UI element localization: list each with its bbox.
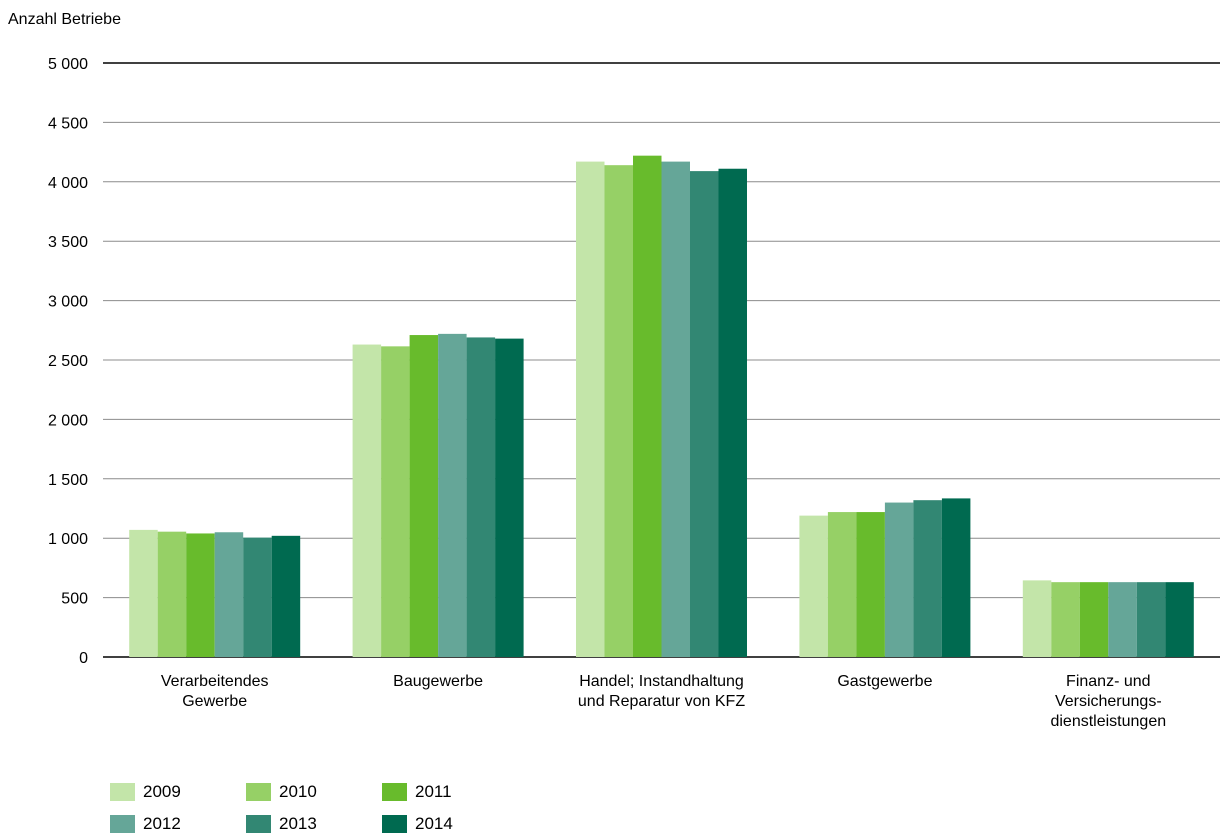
legend-swatch [382, 815, 407, 833]
legend-swatch [382, 783, 407, 801]
bar-2014-4 [1165, 582, 1194, 657]
bar-2010-1 [381, 346, 410, 657]
legend-swatch [110, 783, 135, 801]
bar-2011-1 [409, 335, 439, 657]
bar-2014-3 [941, 498, 971, 657]
bar-2009-3 [799, 515, 828, 657]
legend-label: 2010 [279, 782, 317, 801]
bar-2010-4 [1051, 582, 1080, 657]
bar-2009-2 [576, 161, 605, 657]
bar-2014-1 [495, 338, 524, 657]
x-category-label: Verarbeitendes Gewerbe [161, 673, 269, 710]
y-tick-label: 1 500 [48, 472, 88, 489]
legend-label: 2014 [415, 814, 453, 833]
bar-2009-4 [1022, 580, 1052, 657]
bar-2010-0 [157, 531, 187, 657]
legend-label: 2012 [143, 814, 181, 833]
y-axis-ticks: 0 500 1 000 1 500 2 000 2 500 3 000 3 500 4 000 4… [48, 56, 88, 667]
legend-item-2013: 2013 [246, 813, 317, 835]
x-category-label: Gastgewerbe [837, 673, 932, 690]
bar-2014-0 [271, 535, 301, 657]
legend-item-2010: 2010 [246, 781, 317, 803]
y-tick-label: 3 500 [48, 234, 88, 251]
legend-item-2009: 2009 [110, 781, 181, 803]
legend-swatch [110, 815, 135, 833]
bar-2013-3 [913, 500, 942, 657]
bar-2011-3 [856, 512, 885, 657]
y-tick-label: 5 000 [48, 56, 88, 73]
bar-2012-2 [661, 161, 690, 657]
legend-item-2014: 2014 [382, 813, 453, 835]
x-category-label: Baugewerbe [393, 673, 483, 690]
bar-2014-2 [718, 168, 747, 657]
bar-chart: Anzahl Betriebe 0 500 1 000 1 500 2 000 2 500… [8, 11, 1220, 730]
legend-swatch [246, 815, 271, 833]
y-tick-label: 1 000 [48, 531, 88, 548]
legend-swatch [246, 783, 271, 801]
bar-2013-1 [466, 337, 496, 657]
bar-2011-0 [186, 533, 215, 657]
bar-2011-4 [1079, 582, 1109, 657]
bar-2013-4 [1136, 582, 1166, 657]
y-tick-label: 4 500 [48, 115, 88, 132]
legend-label: 2011 [415, 782, 452, 801]
bar-2013-2 [690, 171, 719, 657]
y-tick-label: 2 000 [48, 412, 88, 429]
y-tick-label: 0 [79, 650, 88, 667]
bar-2009-1 [352, 344, 382, 657]
x-axis-labels: Verarbeitendes Gewerbe Baugewerbe Handel; I… [161, 673, 1166, 730]
y-tick-label: 3 000 [48, 294, 88, 311]
y-axis-title: Anzahl Betriebe [8, 11, 121, 28]
y-tick-label: 4 000 [48, 175, 88, 192]
bar-2012-0 [214, 532, 244, 657]
legend-label: 2013 [279, 814, 317, 833]
legend-item-2012: 2012 [110, 813, 181, 835]
legend: 2009 2010 2011 2012 2013 2014 [110, 781, 510, 837]
bar-2012-1 [438, 333, 467, 657]
bars [129, 155, 1194, 657]
x-category-label: Handel; Instandhaltung und Reparatur von … [578, 673, 745, 710]
bar-2010-2 [604, 165, 633, 657]
bar-2012-4 [1108, 582, 1137, 657]
bar-2010-3 [827, 512, 857, 657]
bar-2013-0 [243, 537, 272, 657]
legend-item-2011: 2011 [382, 781, 452, 803]
y-tick-label: 2 500 [48, 353, 88, 370]
bar-2012-3 [884, 502, 914, 657]
y-tick-label: 500 [61, 591, 88, 608]
x-category-label: Finanz- und Versicherungs-dienstleistunge… [1050, 673, 1166, 730]
bar-2011-2 [633, 155, 662, 657]
bar-2009-0 [129, 529, 158, 657]
legend-label: 2009 [143, 782, 181, 801]
